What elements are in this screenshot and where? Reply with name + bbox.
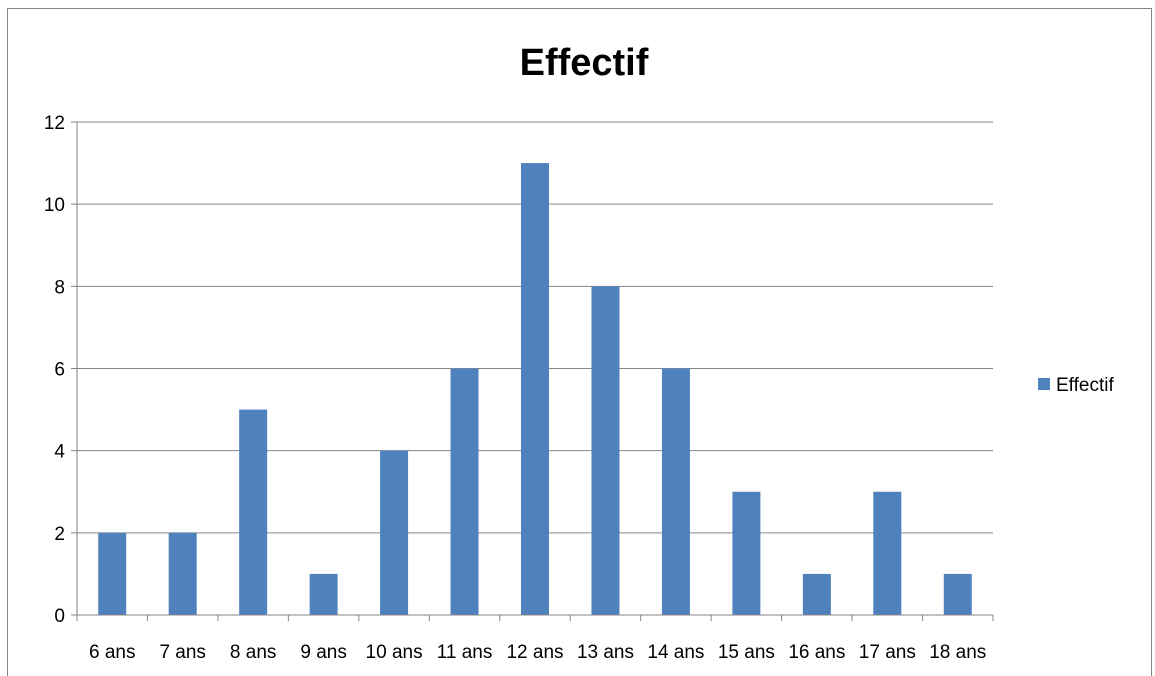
x-tick-label: 6 ans <box>89 642 135 663</box>
x-tick-label: 10 ans <box>366 642 423 663</box>
bar-11-ans <box>450 368 479 615</box>
bars <box>98 163 972 616</box>
y-tick-label: 8 <box>54 277 65 298</box>
y-tick-label: 4 <box>54 442 65 463</box>
y-tick-label: 6 <box>54 360 65 381</box>
bar-13-ans <box>591 286 620 615</box>
x-tick-label: 18 ans <box>929 642 986 663</box>
x-tick-labels: 6 ans 7 ans 8 ans 9 ans 10 ans 11 ans 12 ans 13… <box>89 642 986 663</box>
bar-18-ans <box>943 573 972 615</box>
bar-8-ans <box>239 409 268 615</box>
bar-6-ans <box>98 532 127 615</box>
bar-14-ans <box>661 368 690 615</box>
bar-15-ans <box>732 491 761 615</box>
x-tick-label: 15 ans <box>718 642 775 663</box>
legend-swatch <box>1038 378 1050 390</box>
bar-12-ans <box>521 163 549 616</box>
legend: Effectif <box>1038 375 1114 396</box>
axes <box>71 121 994 621</box>
x-tick-label: 14 ans <box>647 642 704 663</box>
y-tick-label: 10 <box>44 195 65 216</box>
x-tick-label: 12 ans <box>506 642 563 663</box>
bar-7-ans <box>168 532 197 615</box>
bar-9-ans <box>309 573 338 615</box>
bar-16-ans <box>802 573 831 615</box>
legend-label: Effectif <box>1056 375 1114 396</box>
x-tick-label: 13 ans <box>577 642 634 663</box>
x-tick-label: 17 ans <box>859 642 916 663</box>
y-tick-label: 12 <box>44 113 65 134</box>
bar-10-ans <box>380 450 409 615</box>
bar-17-ans <box>873 491 902 615</box>
x-tick-label: 9 ans <box>300 642 346 663</box>
x-tick-label: 11 ans <box>437 642 493 663</box>
x-tick-label: 16 ans <box>788 642 845 663</box>
y-tick-label: 2 <box>54 524 65 545</box>
x-tick-label: 7 ans <box>159 642 205 663</box>
x-tick-label: 8 ans <box>230 642 276 663</box>
chart-frame <box>7 8 1152 676</box>
chart-title: Effectif <box>520 42 649 84</box>
y-tick-label: 0 <box>54 606 65 627</box>
y-tick-labels: 0 2 4 6 8 10 12 <box>44 113 66 627</box>
